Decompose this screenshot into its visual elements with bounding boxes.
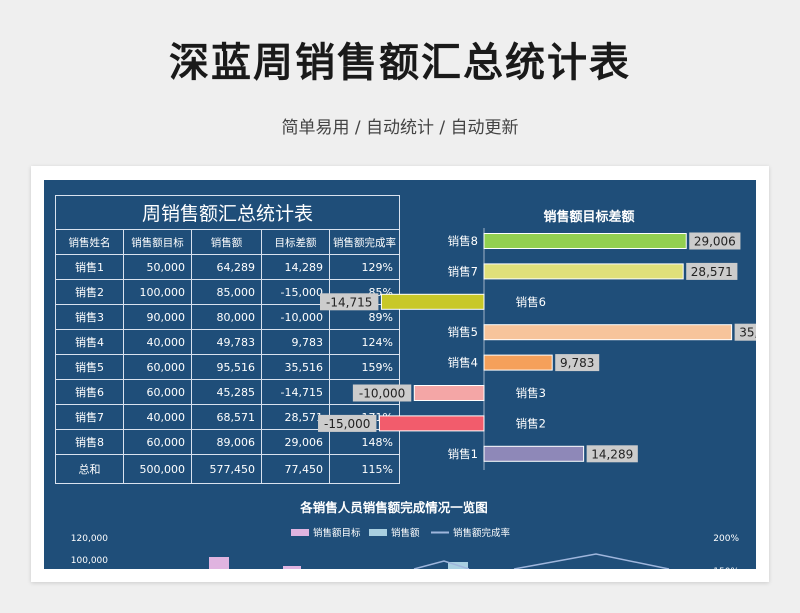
target-bar-partial <box>283 566 301 569</box>
y-tick-label: 120,000 <box>71 534 108 544</box>
table-cell: 销售1 <box>55 254 124 280</box>
table-cell: 148% <box>329 429 400 455</box>
diff-category-label: 销售3 <box>516 386 546 400</box>
table-row: 销售1 50,000 64,289 14,289 129% <box>55 254 400 280</box>
table-cell: 60,000 <box>123 354 192 380</box>
column-header: 销售额完成率 <box>329 229 400 255</box>
diff-value-label: -10,000 <box>359 387 405 401</box>
legend-label: 销售额目标 <box>313 527 361 539</box>
column-header: 销售额目标 <box>123 229 192 255</box>
table-cell: -14,715 <box>261 379 330 405</box>
diff-value-box <box>689 232 741 250</box>
page-title: 深蓝周销售额汇总统计表 <box>169 40 631 86</box>
y2-tick-label: 150% <box>713 567 739 569</box>
diff-value-label: 29,006 <box>694 235 736 249</box>
spreadsheet-preview: 周销售额汇总统计表 销售姓名 销售额目标 销售额 目标差额 销售额完成率 销售1 50,0… <box>44 180 756 569</box>
diff-bar <box>483 445 585 462</box>
table-total-row: 总和 500,000 577,450 77,450 115% <box>55 454 400 484</box>
diff-category-label: 销售8 <box>448 234 478 248</box>
diff-value-box <box>318 414 377 432</box>
diff-value-box <box>586 445 638 463</box>
diff-value-label: 9,783 <box>560 356 594 370</box>
legend-swatch <box>291 529 309 536</box>
diff-value-label: 35,516 <box>739 326 756 340</box>
diff-bar <box>380 293 485 310</box>
table-cell: 159% <box>329 354 400 380</box>
total-cell: 577,450 <box>191 454 262 484</box>
target-bar-partial <box>209 557 229 569</box>
completion-chart-legend: 销售额目标 销售额 销售额完成率 <box>291 527 511 539</box>
diff-bar <box>483 263 684 280</box>
page-subtitle: 简单易用 / 自动统计 / 自动更新 <box>281 118 519 138</box>
table-cell: 销售4 <box>55 329 124 355</box>
table-cell: 40,000 <box>123 329 192 355</box>
diff-chart-title: 销售额目标差额 <box>543 209 634 225</box>
column-header: 销售姓名 <box>55 229 124 255</box>
diff-bar <box>413 385 485 401</box>
table-cell: 销售3 <box>55 304 124 330</box>
diff-bar <box>378 415 485 432</box>
legend-swatch <box>369 529 387 536</box>
table-cell: 68,571 <box>191 404 262 430</box>
diff-value-box <box>320 293 379 311</box>
rate-line-partial <box>513 553 670 569</box>
diff-category-label: 销售2 <box>516 416 546 430</box>
table-cell: 100,000 <box>123 279 192 305</box>
total-cell: 77,450 <box>261 454 330 484</box>
table-cell: 95,516 <box>191 354 262 380</box>
diff-bar <box>483 233 687 249</box>
diff-category-label: 销售6 <box>516 295 546 309</box>
y-tick-label: 100,000 <box>71 556 108 566</box>
diff-chart-bars: 销售8 29,006 销售7 28,571 销售6 -14,715 销售5 35,516 销售4… <box>318 228 756 470</box>
diff-value-label: 14,289 <box>591 447 633 461</box>
diff-value-label: -15,000 <box>324 417 370 431</box>
diff-category-label: 销售7 <box>448 264 478 278</box>
diff-category-label: 销售5 <box>448 325 478 339</box>
table-cell: 14,289 <box>261 254 330 280</box>
legend-label: 销售额 <box>391 527 420 539</box>
total-cell: 500,000 <box>123 454 192 484</box>
completion-chart-partial-marks <box>209 553 670 569</box>
table-cell: -10,000 <box>261 304 330 330</box>
diff-value-label: 28,571 <box>691 265 733 279</box>
table-cell: 90,000 <box>123 304 192 330</box>
table-cell: 129% <box>329 254 400 280</box>
table-cell: 45,285 <box>191 379 262 405</box>
table-title: 周销售额汇总统计表 <box>55 195 400 230</box>
column-header: 目标差额 <box>261 229 330 255</box>
completion-chart-axes: 120,000 100,000 200% 150% <box>71 534 740 569</box>
completion-chart-title: 各销售人员销售额完成情况一览图 <box>299 500 488 515</box>
diff-value-box <box>352 384 412 402</box>
table-row: 销售8 60,000 89,006 29,006 148% <box>55 429 400 455</box>
diff-bar <box>483 354 553 371</box>
diff-category-label: 销售4 <box>448 356 478 370</box>
diff-value-label: -14,715 <box>326 295 372 309</box>
legend-label: 销售额完成率 <box>453 527 511 539</box>
table-cell: 销售2 <box>55 279 124 305</box>
diff-bar <box>483 324 733 341</box>
diff-value-box <box>734 323 756 341</box>
table-cell: 销售5 <box>55 354 124 380</box>
diff-value-box <box>555 354 600 372</box>
y2-tick-label: 200% <box>713 534 739 544</box>
table-cell: 29,006 <box>261 429 330 455</box>
diff-value-box <box>686 262 738 280</box>
rate-line-partial <box>413 560 470 569</box>
total-cell: 115% <box>329 454 400 484</box>
total-cell: 总和 <box>55 454 124 484</box>
diff-category-label: 销售1 <box>448 447 478 461</box>
table-header-row: 销售姓名 销售额目标 销售额 目标差额 销售额完成率 <box>55 229 400 255</box>
sales-summary-table: 周销售额汇总统计表 销售姓名 销售额目标 销售额 目标差额 销售额完成率 销售1 50,0… <box>55 195 400 484</box>
table-cell: 89,006 <box>191 429 262 455</box>
table-cell: 64,289 <box>191 254 262 280</box>
